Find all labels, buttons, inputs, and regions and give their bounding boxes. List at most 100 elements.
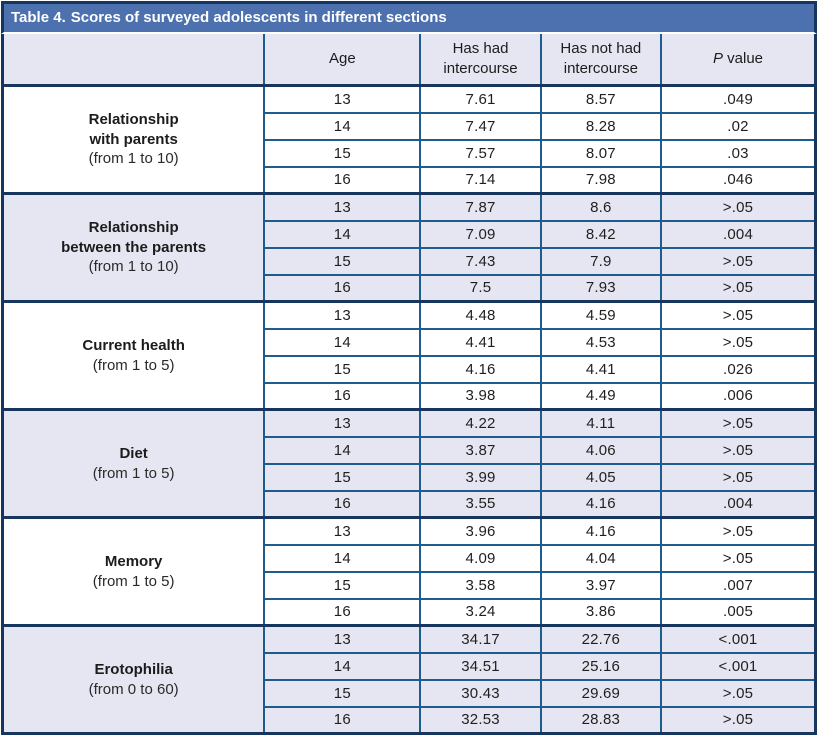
has-had-cell: 3.99 [419, 462, 542, 492]
has-not-had-cell: 8.28 [539, 111, 663, 141]
has-had-cell: 3.55 [419, 489, 542, 519]
has-not-had-cell: 7.9 [539, 246, 663, 276]
age-cell: 16 [263, 489, 422, 519]
has-not-had-cell: 8.42 [539, 219, 663, 249]
age-cell: 16 [263, 705, 422, 735]
has-had-cell: 7.61 [419, 84, 542, 114]
has-not-had-cell: 4.06 [539, 435, 663, 465]
age-cell: 15 [263, 570, 422, 600]
p-value-cell: >.05 [660, 543, 817, 573]
section-name: Diet [119, 444, 148, 462]
p-value-cell: .02 [660, 111, 817, 141]
p-value-cell: >.05 [660, 678, 817, 708]
has-had-cell: 3.87 [419, 435, 542, 465]
has-had-cell: 34.51 [419, 651, 542, 681]
table-row: 16 3.24 3.86 .005 [3, 597, 817, 627]
header-empty-cell [1, 34, 266, 87]
p-value-cell: <.001 [660, 624, 817, 654]
age-cell: 16 [263, 165, 422, 195]
table-row: Relationship with parents (from 1 to 10)… [1, 84, 817, 195]
has-not-had-cell: 8.6 [539, 192, 663, 222]
section-label: Memory (from 1 to 5) [1, 516, 266, 627]
has-had-cell: 7.5 [419, 273, 542, 303]
table-header: Age Has had intercourse Has not had inte… [1, 34, 817, 87]
has-had-cell: 30.43 [419, 678, 542, 708]
has-not-had-cell: 4.49 [539, 381, 663, 411]
has-had-cell: 4.22 [419, 408, 542, 438]
age-cell: 15 [263, 354, 422, 384]
section-memory: Memory (from 1 to 5) 13 3.96 4.16 >.05 1… [1, 516, 817, 627]
header-age: Age [263, 34, 422, 87]
table-row: 14 34.51 25.16 <.001 [3, 651, 817, 681]
header-has-had: Has had intercourse [419, 34, 542, 87]
section-name: Erotophilia [94, 660, 173, 678]
p-value-cell: .007 [660, 570, 817, 600]
has-not-had-cell: 22.76 [539, 624, 663, 654]
has-not-had-cell: 25.16 [539, 651, 663, 681]
age-cell: 16 [263, 273, 422, 303]
section-label: Erotophilia (from 0 to 60) [1, 624, 266, 735]
section-current-health: Current health (from 1 to 5) 13 4.48 4.5… [1, 300, 817, 411]
has-not-had-cell: 3.97 [539, 570, 663, 600]
age-cell: 13 [263, 192, 422, 222]
section-name: Memory [104, 552, 163, 570]
table-row: 16 3.55 4.16 .004 [3, 489, 817, 519]
has-had-cell: 4.09 [419, 543, 542, 573]
has-had-cell: 4.16 [419, 354, 542, 384]
p-value-cell: >.05 [660, 705, 817, 735]
p-value-cell: .006 [660, 381, 817, 411]
age-cell: 15 [263, 678, 422, 708]
has-had-cell: 7.87 [419, 192, 542, 222]
p-value-cell: >.05 [660, 246, 817, 276]
p-value-cell: >.05 [660, 516, 817, 546]
table-row: 14 3.87 4.06 >.05 [3, 435, 817, 465]
table-row: 16 7.14 7.98 .046 [3, 165, 817, 195]
p-value-cell: .03 [660, 138, 817, 168]
table-row: 14 7.09 8.42 .004 [3, 219, 817, 249]
age-cell: 14 [263, 327, 422, 357]
p-value-cell: .004 [660, 489, 817, 519]
has-not-had-cell: 29.69 [539, 678, 663, 708]
age-cell: 16 [263, 381, 422, 411]
p-value-cell: .005 [660, 597, 817, 627]
age-cell: 16 [263, 597, 422, 627]
p-value-cell: .046 [660, 165, 817, 195]
has-had-cell: 7.43 [419, 246, 542, 276]
section-label: Current health (from 1 to 5) [1, 300, 266, 411]
section-relationship-between-the-parents: Relationship between the parents (from 1… [1, 192, 817, 303]
has-had-cell: 3.98 [419, 381, 542, 411]
age-cell: 15 [263, 462, 422, 492]
table-row: Memory (from 1 to 5) 13 3.96 4.16 >.05 [1, 516, 817, 627]
has-had-cell: 7.14 [419, 165, 542, 195]
p-value-cell: .049 [660, 84, 817, 114]
age-cell: 14 [263, 543, 422, 573]
has-not-had-cell: 4.59 [539, 300, 663, 330]
table-row: 16 32.53 28.83 >.05 [3, 705, 817, 735]
table-row: 15 30.43 29.69 >.05 [3, 678, 817, 708]
table-row: 14 7.47 8.28 .02 [3, 111, 817, 141]
section-erotophilia: Erotophilia (from 0 to 60) 13 34.17 22.7… [1, 624, 817, 735]
has-had-cell: 34.17 [419, 624, 542, 654]
p-value-cell: >.05 [660, 300, 817, 330]
age-cell: 13 [263, 516, 422, 546]
section-range: (from 1 to 5) [92, 572, 175, 590]
p-value-cell: >.05 [660, 192, 817, 222]
has-not-had-cell: 4.41 [539, 354, 663, 384]
section-relationship-with-parents: Relationship with parents (from 1 to 10)… [1, 84, 817, 195]
has-not-had-cell: 4.11 [539, 408, 663, 438]
p-value-cell: .026 [660, 354, 817, 384]
p-value-word: value [722, 49, 764, 67]
section-label: Diet (from 1 to 5) [1, 408, 266, 519]
p-value-cell: .004 [660, 219, 817, 249]
p-value-cell: >.05 [660, 435, 817, 465]
age-cell: 14 [263, 219, 422, 249]
has-not-had-cell: 4.16 [539, 516, 663, 546]
has-not-had-cell: 28.83 [539, 705, 663, 735]
section-label: Relationship with parents (from 1 to 10) [1, 84, 266, 195]
has-not-had-cell: 7.93 [539, 273, 663, 303]
section-label: Relationship between the parents (from 1… [1, 192, 266, 303]
age-cell: 13 [263, 300, 422, 330]
age-cell: 13 [263, 408, 422, 438]
